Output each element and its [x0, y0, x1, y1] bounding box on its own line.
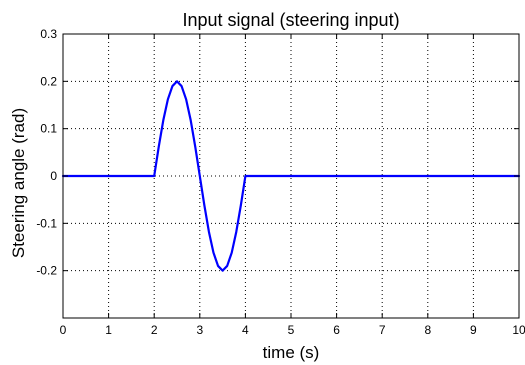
x-tick-label: 6 [333, 323, 340, 337]
chart-title: Input signal (steering input) [182, 10, 399, 30]
y-tick-labels: 0.3 0.2 0.1 0 -0.1 -0.2 [36, 27, 57, 278]
y-tick-label: 0 [50, 169, 57, 183]
x-tick-label: 9 [470, 323, 477, 337]
x-tick-label: 5 [288, 323, 295, 337]
y-axis-label: Steering angle (rad) [9, 108, 28, 258]
series-layer [61, 80, 521, 272]
x-tick-label: 2 [151, 323, 158, 337]
x-tick-label: 10 [512, 323, 525, 337]
x-tick-label: 7 [379, 323, 386, 337]
x-tick-labels: 0 1 2 3 4 5 6 7 8 9 10 [60, 323, 525, 337]
series-line [61, 80, 521, 272]
x-tick-label: 4 [242, 323, 249, 337]
x-axis-label: time (s) [263, 343, 320, 362]
tick-marks [62, 33, 520, 318]
x-tick-label: 0 [60, 323, 67, 337]
y-tick-label: -0.2 [36, 264, 57, 278]
x-tick-label: 1 [105, 323, 112, 337]
y-tick-label: 0.1 [40, 122, 57, 136]
x-tick-label: 3 [196, 323, 203, 337]
y-tick-label: 0.3 [40, 27, 57, 41]
y-tick-label: 0.2 [40, 74, 57, 88]
x-tick-label: 8 [424, 323, 431, 337]
y-tick-label: -0.1 [36, 216, 57, 230]
